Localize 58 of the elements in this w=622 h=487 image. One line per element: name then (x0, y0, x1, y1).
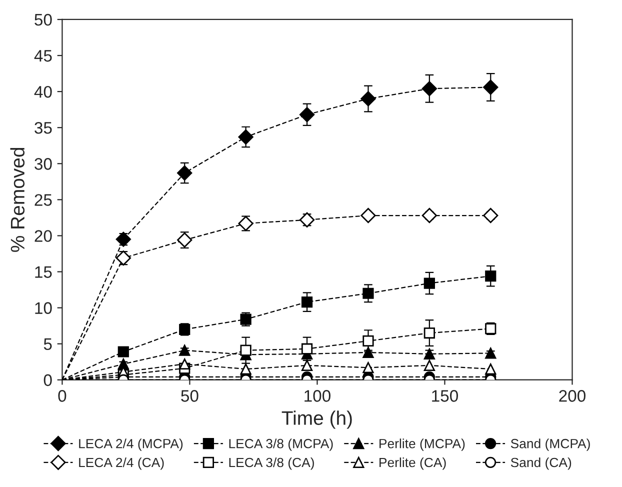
point (485, 348, 496, 359)
point (424, 327, 435, 339)
legend-label: Sand (CA) (510, 457, 572, 470)
point (118, 346, 129, 358)
point (485, 363, 496, 375)
legend-label: LECA 2/4 (MCPA) (79, 438, 183, 451)
legend-label: Perlite (CA) (380, 457, 446, 470)
y-tick-label: 25 (34, 194, 52, 206)
point (179, 358, 190, 370)
y-tick-label: 30 (34, 158, 52, 170)
x-tick-label: 50 (181, 390, 198, 402)
point (240, 344, 252, 356)
point (240, 363, 252, 375)
point (238, 216, 254, 232)
point (422, 81, 437, 96)
point (362, 335, 374, 346)
point (362, 288, 374, 299)
legend-label: LECA 3/8 (CA) (229, 457, 314, 470)
point (238, 129, 254, 145)
point (116, 232, 131, 247)
y-tick-label: 45 (34, 50, 52, 62)
point (299, 107, 315, 122)
x-tick-label: 0 (58, 390, 66, 402)
legend-label: Perlite (MCPA) (380, 438, 465, 451)
point (360, 208, 376, 224)
legend-label: LECA 3/8 (MCPA) (229, 438, 333, 451)
y-tick-label: 40 (34, 86, 52, 98)
x-tick-label: 200 (559, 390, 586, 402)
point (483, 80, 498, 95)
point (362, 362, 374, 374)
y-tick-label: 35 (34, 122, 52, 134)
y-tick-label: 10 (35, 302, 52, 314)
point (179, 344, 190, 356)
x-tick-label: 100 (304, 390, 330, 402)
point (485, 270, 496, 282)
y-axis-title: % Removed (10, 148, 25, 252)
x-axis-title: Time (h) (282, 410, 352, 429)
point (424, 360, 435, 371)
legend-label: LECA 2/4 (CA) (79, 457, 164, 470)
x-tick-label: 150 (432, 390, 458, 402)
point (301, 296, 313, 308)
point (424, 348, 435, 360)
y-tick-label: 15 (35, 266, 52, 278)
point (177, 232, 192, 248)
point (362, 346, 374, 358)
point (483, 208, 498, 224)
point (360, 91, 376, 106)
point (177, 165, 192, 181)
y-tick-label: 5 (44, 338, 52, 350)
point (422, 208, 437, 224)
point (116, 250, 131, 266)
point (299, 212, 315, 228)
y-tick-label: 50 (34, 14, 52, 26)
legend-label: Sand (MCPA) (510, 438, 590, 451)
y-tick-label: 0 (44, 374, 52, 386)
y-tick-label: 20 (34, 230, 52, 242)
point (301, 343, 313, 354)
point (424, 278, 435, 289)
